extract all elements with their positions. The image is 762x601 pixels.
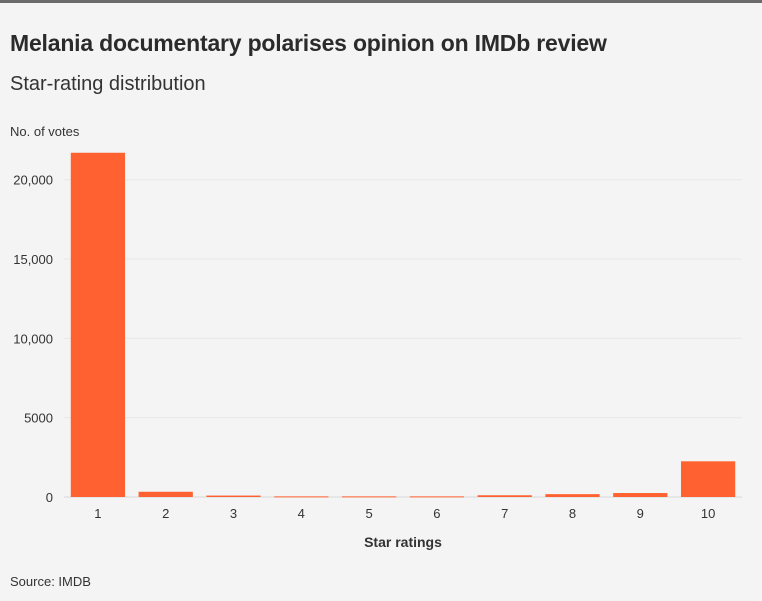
y-tick-label: 5000 (24, 411, 53, 426)
y-tick-label: 10,000 (13, 331, 53, 346)
bars (70, 152, 736, 498)
bar (680, 461, 736, 497)
x-tick-label: 5 (365, 506, 372, 521)
x-tick-label: 8 (569, 506, 576, 521)
x-axis-label: Star ratings (364, 534, 442, 550)
bar (206, 495, 261, 497)
bar (274, 496, 329, 498)
bar (70, 152, 126, 497)
x-tick-label: 7 (501, 506, 508, 521)
bar (409, 496, 465, 498)
gridlines (64, 179, 742, 498)
bar (138, 491, 193, 497)
bar (613, 493, 668, 497)
y-axis-label: No. of votes (10, 124, 80, 139)
top-rule (0, 0, 762, 3)
y-tick-label: 15,000 (13, 252, 53, 267)
x-tick-labels: 1 2 3 4 5 6 7 8 9 10 (94, 506, 715, 521)
x-tick-label: 9 (637, 506, 644, 521)
y-tick-label: 0 (46, 490, 53, 505)
bar (545, 494, 600, 497)
chart-subtitle: Star-rating distribution (10, 73, 206, 95)
bar (477, 495, 532, 497)
y-tick-label: 20,000 (13, 173, 53, 188)
chart-title: Melania documentary polarises opinion on… (10, 30, 607, 56)
bar (341, 496, 397, 498)
x-tick-label: 3 (230, 506, 237, 521)
x-tick-label: 1 (94, 506, 101, 521)
x-tick-label: 6 (433, 506, 440, 521)
source-note: Source: IMDB (10, 574, 91, 589)
x-tick-label: 2 (162, 506, 169, 521)
x-tick-label: 10 (701, 506, 715, 521)
x-tick-label: 4 (298, 506, 305, 521)
y-tick-labels: 0 5000 10,000 15,000 20,000 (13, 173, 53, 505)
